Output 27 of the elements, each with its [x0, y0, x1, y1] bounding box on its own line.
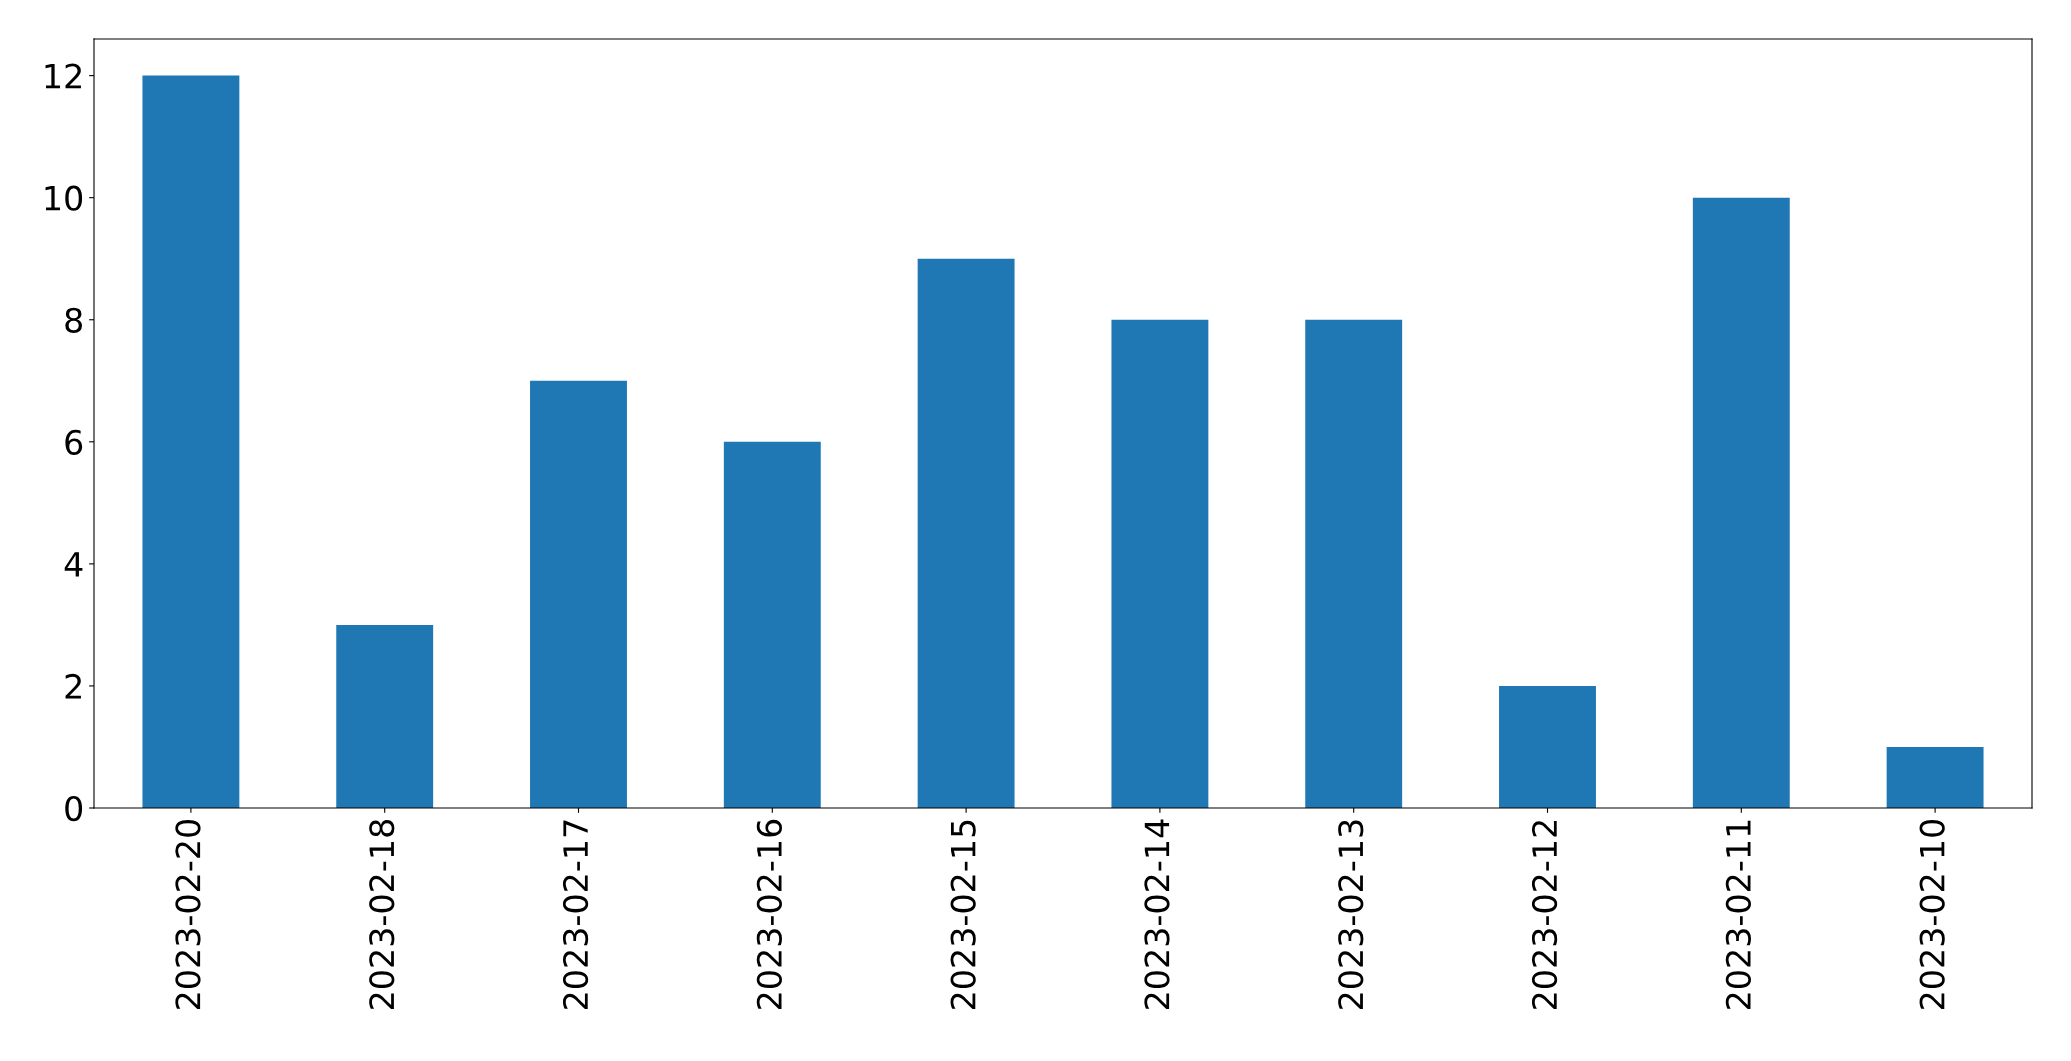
- bar: [1692, 197, 1790, 808]
- y-tick-label: 6: [65, 429, 83, 455]
- x-tick-label: 2023-02-16: [756, 819, 782, 1009]
- bar: [1305, 319, 1403, 808]
- bar: [336, 624, 434, 808]
- x-tick-label: 2023-02-18: [369, 820, 395, 1009]
- bar: [530, 380, 627, 808]
- x-tick-label: 2023-02-20: [175, 819, 201, 1009]
- x-tick-label: 2023-02-11: [1725, 820, 1751, 1009]
- x-tick-label: 2023-02-14: [1144, 819, 1170, 1009]
- x-tick-label: 2023-02-10: [1919, 819, 1945, 1009]
- y-tick-label: 12: [45, 63, 81, 89]
- bar: [142, 75, 240, 808]
- y-tick-label: 2: [65, 673, 81, 699]
- y-tick-label: 8: [65, 307, 82, 333]
- bar: [1111, 319, 1209, 808]
- bar: [917, 258, 1015, 808]
- bar: [1499, 685, 1596, 808]
- x-tick-label: 2023-02-12: [1531, 821, 1558, 1009]
- bar: [1886, 746, 1984, 808]
- x-tick-label: 2023-02-15: [950, 820, 976, 1009]
- y-tick-label: 4: [64, 552, 83, 577]
- x-tick-label: 2023-02-17: [562, 820, 589, 1009]
- y-tick-label: 0: [65, 795, 83, 822]
- y-tick-label: 10: [45, 185, 83, 211]
- x-tick-label: 2023-02-13: [1338, 820, 1364, 1009]
- bar: [723, 441, 821, 808]
